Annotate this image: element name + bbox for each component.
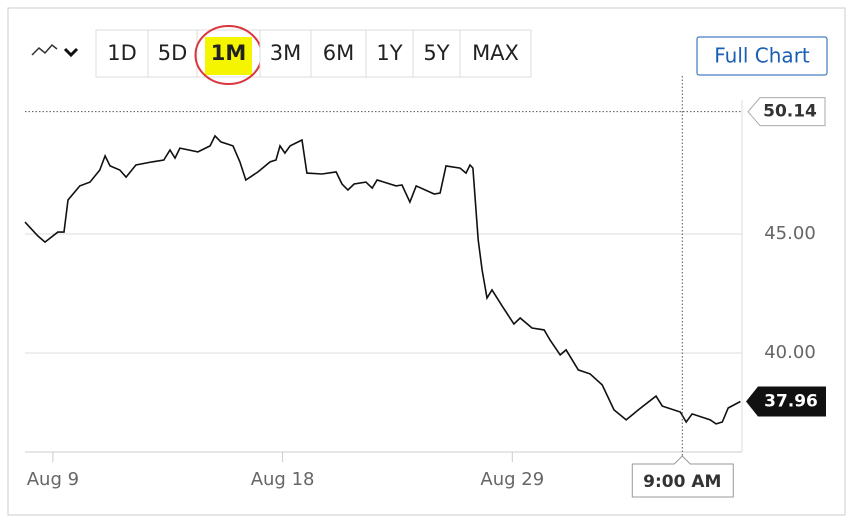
last-price-tag: [746, 386, 826, 417]
y-tick-label: 45.00: [764, 223, 816, 244]
range-button[interactable]: 3M: [259, 29, 312, 78]
reference-label: 50.14: [763, 102, 817, 122]
y-tick-label: 40.00: [764, 342, 816, 363]
range-button[interactable]: 1M: [194, 25, 263, 85]
button-frame: [412, 29, 461, 78]
chevron-icon: [63, 47, 79, 58]
x-tick-label: Aug 9: [27, 469, 79, 490]
button-label: Full Chart: [714, 44, 810, 68]
range-label: 1M: [211, 41, 247, 65]
range-label: 1D: [107, 41, 137, 65]
panel: [7, 7, 846, 516]
range-button[interactable]: 5Y: [412, 29, 461, 78]
button-frame: [147, 29, 198, 78]
range-button[interactable]: 5D: [147, 29, 198, 78]
button-frame: [95, 29, 149, 78]
selected-highlight: [205, 37, 252, 75]
x-tick-label: Aug 18: [251, 469, 315, 490]
button-frame: [310, 29, 367, 78]
range-label: 5D: [158, 41, 188, 65]
crosshair-label: 9:00 AM: [643, 472, 721, 492]
button-frame: [696, 36, 828, 76]
range-label: 6M: [323, 41, 354, 65]
range-label: MAX: [472, 41, 519, 65]
range-button[interactable]: MAX: [459, 29, 532, 78]
price-line: [24, 134, 741, 425]
range-label: 3M: [270, 41, 301, 65]
chart-type-menu[interactable]: [31, 43, 79, 58]
last-price-label: 37.96: [764, 392, 818, 412]
full-chart-button[interactable]: Full Chart: [696, 36, 828, 76]
range-button[interactable]: 1Y: [365, 29, 414, 78]
crosshair-tag: [631, 455, 734, 498]
range-label: 1Y: [376, 41, 402, 65]
range-label: 5Y: [423, 41, 449, 65]
range-button[interactable]: 6M: [310, 29, 367, 78]
button-frame: [365, 29, 414, 78]
button-frame: [459, 29, 532, 78]
x-tick-label: Aug 29: [480, 469, 544, 490]
range-button[interactable]: 1D: [95, 29, 149, 78]
reference-tag: [747, 97, 826, 127]
line-icon: [31, 43, 58, 56]
